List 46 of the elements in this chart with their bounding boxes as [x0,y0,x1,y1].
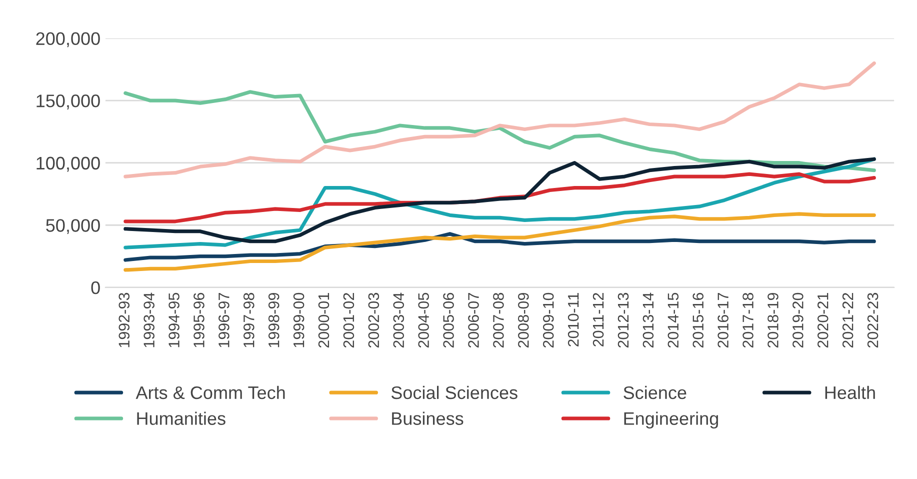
x-tick-label: 2014-15 [668,292,679,348]
line-series [124,212,876,272]
line-series [124,232,876,262]
x-tick-label: 2013-14 [642,292,654,348]
x-tick-label: 2016-17 [718,293,728,348]
x-tick-label: 2015-16 [692,292,704,348]
x-tick-label: 2003-04 [393,292,404,348]
x-tick-label: 2012-13 [618,292,629,348]
x-tick-label: 1995-96 [194,292,204,348]
x-tick-label: 1996-97 [218,293,230,348]
x-tick-label: 1992-93 [118,292,130,348]
x-tick-label: 1998-99 [268,292,280,348]
legend-label: Business [392,412,464,425]
legend-label: Arts & Comm Tech [136,386,285,400]
x-tick-label: 2005-06 [443,292,454,348]
x-tick-label: 1994-95 [168,292,180,348]
x-tick-label: 2019-20 [792,292,804,348]
x-tick-label: 2018-19 [768,292,778,348]
x-tick-label: 2000-01 [318,293,330,348]
x-tick-label: 2011-12 [592,293,604,346]
x-tick-label: 2004-05 [418,292,429,348]
line-series [124,61,876,178]
y-tick-label: 150,000 [36,94,100,110]
legend-label: Engineering [624,412,718,429]
legend-label: Humanities [137,412,226,425]
x-tick-label: 2017-18 [742,292,754,348]
x-tick-label: 2010-11 [568,293,579,346]
x-tick-label: 2002-03 [368,292,380,348]
x-tick-label: 2007-08 [493,292,504,348]
x-tick-label: 2020-21 [817,293,828,348]
y-tick-label: 50,000 [46,219,100,234]
legend-label: Social Sciences [391,386,518,400]
legend-label: Health [825,386,875,400]
x-tick-label: 2022-23 [867,292,878,348]
x-tick-label: 2021-22 [842,293,854,348]
x-tick-label: 2001-02 [343,293,354,348]
y-tick-label: 100,000 [36,156,100,172]
y-tick-label: 200,000 [36,32,100,48]
x-tick-label: 2009-10 [542,292,554,348]
x-tick-label: 2008-09 [518,292,529,348]
x-tick-label: 1993-94 [144,292,154,348]
x-tick-label: 2006-07 [468,293,479,348]
x-tick-label: 1997-98 [243,292,254,348]
legend-label: Science [624,386,686,400]
y-tick-label: 0 [91,281,100,294]
x-tick-label: 1999-00 [293,292,304,348]
